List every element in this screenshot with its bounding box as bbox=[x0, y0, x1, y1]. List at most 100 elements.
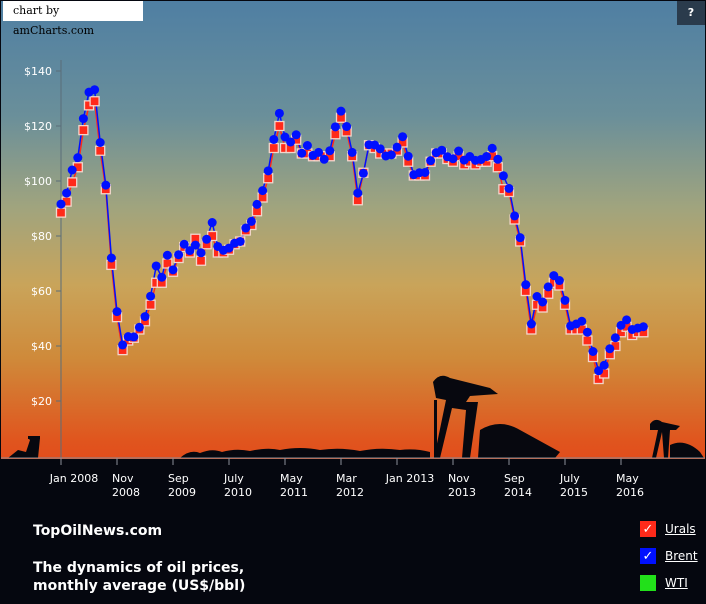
brent-data-point[interactable] bbox=[140, 312, 150, 322]
brent-data-point[interactable] bbox=[291, 130, 301, 140]
brent-data-point[interactable] bbox=[179, 239, 189, 249]
brent-data-point[interactable] bbox=[269, 134, 279, 144]
brent-data-point[interactable] bbox=[543, 282, 553, 292]
urals-data-point[interactable] bbox=[492, 162, 503, 173]
brent-data-point[interactable] bbox=[146, 291, 156, 301]
brent-data-point[interactable] bbox=[235, 237, 245, 246]
legend-label-urals[interactable]: Urals bbox=[665, 522, 696, 536]
brent-data-point[interactable] bbox=[314, 147, 324, 157]
brent-data-point[interactable] bbox=[426, 156, 436, 166]
brent-data-point[interactable] bbox=[398, 132, 408, 142]
brent-data-point[interactable] bbox=[168, 265, 178, 275]
brent-data-point[interactable] bbox=[605, 344, 615, 354]
brent-data-point[interactable] bbox=[297, 148, 307, 158]
brent-data-point[interactable] bbox=[616, 320, 626, 330]
legend-item-brent[interactable]: ✓ Brent bbox=[640, 547, 698, 565]
brent-data-point[interactable] bbox=[196, 248, 206, 258]
legend-item-urals[interactable]: ✓ Urals bbox=[640, 520, 696, 538]
legend-label-wti[interactable]: WTI bbox=[665, 576, 688, 590]
brent-data-point[interactable] bbox=[246, 216, 256, 226]
urals-data-point[interactable] bbox=[582, 335, 593, 346]
brent-data-point[interactable] bbox=[622, 315, 632, 325]
legend-item-wti[interactable]: WTI bbox=[640, 574, 688, 592]
legend-checkbox-wti[interactable] bbox=[640, 575, 656, 591]
brent-data-point[interactable] bbox=[448, 154, 458, 164]
brent-data-point[interactable] bbox=[510, 211, 520, 221]
urals-data-point[interactable] bbox=[55, 207, 67, 218]
urals-data-point[interactable] bbox=[67, 177, 78, 188]
brent-data-point[interactable] bbox=[610, 333, 620, 343]
brent-data-point[interactable] bbox=[258, 186, 268, 196]
brent-data-point[interactable] bbox=[358, 168, 368, 178]
brent-data-point[interactable] bbox=[241, 223, 251, 233]
urals-data-point[interactable] bbox=[195, 255, 207, 266]
brent-data-point[interactable] bbox=[498, 171, 508, 181]
brent-data-point[interactable] bbox=[504, 183, 514, 193]
brent-data-point[interactable] bbox=[56, 199, 66, 209]
brent-data-point[interactable] bbox=[207, 218, 217, 228]
brent-data-point[interactable] bbox=[487, 143, 497, 153]
urals-data-point[interactable] bbox=[268, 142, 279, 154]
brent-data-point[interactable] bbox=[560, 295, 570, 305]
brent-data-point[interactable] bbox=[392, 142, 402, 152]
brent-data-point[interactable] bbox=[353, 188, 363, 198]
brent-data-point[interactable] bbox=[336, 106, 346, 116]
brent-data-point[interactable] bbox=[274, 108, 284, 118]
brent-data-point[interactable] bbox=[577, 316, 587, 326]
brent-data-point[interactable] bbox=[202, 234, 212, 244]
legend-checkbox-brent[interactable]: ✓ bbox=[640, 548, 656, 564]
brent-data-point[interactable] bbox=[554, 276, 564, 286]
brent-data-point[interactable] bbox=[437, 145, 447, 155]
brent-data-point[interactable] bbox=[129, 332, 139, 342]
brent-data-point[interactable] bbox=[302, 141, 312, 151]
brent-data-point[interactable] bbox=[319, 154, 329, 164]
brent-data-point[interactable] bbox=[386, 150, 396, 160]
brent-data-point[interactable] bbox=[526, 319, 536, 329]
brent-data-point[interactable] bbox=[67, 165, 77, 175]
brent-data-point[interactable] bbox=[638, 322, 648, 332]
brent-data-point[interactable] bbox=[134, 322, 144, 332]
brent-data-point[interactable] bbox=[185, 246, 195, 256]
brent-data-point[interactable] bbox=[588, 347, 598, 356]
legend-checkbox-urals[interactable]: ✓ bbox=[640, 521, 656, 537]
brent-data-point[interactable] bbox=[342, 122, 352, 132]
brent-data-point[interactable] bbox=[112, 307, 122, 317]
brent-data-point[interactable] bbox=[493, 154, 503, 164]
brent-data-point[interactable] bbox=[420, 167, 430, 177]
brent-data-point[interactable] bbox=[403, 151, 413, 161]
brent-data-point[interactable] bbox=[62, 188, 72, 198]
brent-data-point[interactable] bbox=[252, 199, 262, 209]
brent-data-point[interactable] bbox=[538, 297, 548, 307]
brent-data-point[interactable] bbox=[106, 253, 116, 263]
urals-data-point[interactable] bbox=[274, 120, 285, 132]
brent-data-point[interactable] bbox=[515, 233, 525, 243]
brent-data-point[interactable] bbox=[375, 144, 385, 154]
brent-data-point[interactable] bbox=[532, 292, 542, 301]
brent-data-point[interactable] bbox=[599, 360, 609, 370]
brent-data-point[interactable] bbox=[73, 153, 83, 163]
brent-data-point[interactable] bbox=[90, 85, 100, 95]
brent-data-point[interactable] bbox=[118, 340, 128, 350]
brent-data-point[interactable] bbox=[78, 114, 88, 124]
brent-data-point[interactable] bbox=[325, 146, 335, 156]
help-button[interactable]: ? bbox=[677, 1, 705, 25]
brent-data-point[interactable] bbox=[521, 280, 531, 290]
brent-data-point[interactable] bbox=[454, 146, 464, 156]
brent-data-point[interactable] bbox=[263, 166, 273, 176]
brent-data-point[interactable] bbox=[347, 147, 357, 157]
brent-data-point[interactable] bbox=[101, 180, 111, 190]
brent-data-point[interactable] bbox=[162, 250, 172, 260]
brent-data-point[interactable] bbox=[582, 327, 592, 337]
urals-data-point[interactable] bbox=[78, 124, 89, 136]
urals-data-point[interactable] bbox=[145, 299, 156, 310]
legend-label-brent[interactable]: Brent bbox=[665, 549, 698, 563]
brent-data-point[interactable] bbox=[594, 366, 604, 376]
urals-data-point[interactable] bbox=[89, 96, 100, 107]
urals-data-point[interactable] bbox=[95, 145, 106, 156]
brent-data-point[interactable] bbox=[482, 152, 492, 162]
amcharts-credit-link[interactable]: chart by amCharts.com bbox=[3, 1, 143, 37]
brent-data-point[interactable] bbox=[151, 261, 161, 271]
brent-data-point[interactable] bbox=[95, 138, 105, 147]
brent-data-point[interactable] bbox=[330, 122, 340, 132]
brent-data-point[interactable] bbox=[157, 272, 167, 282]
